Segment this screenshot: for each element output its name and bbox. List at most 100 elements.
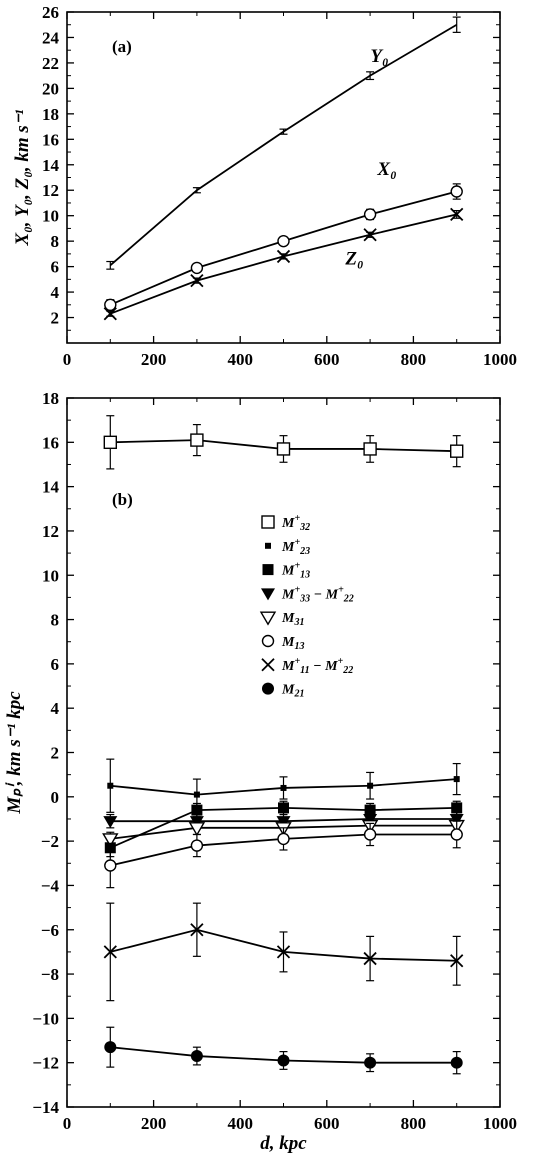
- x-tick-label: 800: [401, 1114, 427, 1133]
- y-tick-label: 8: [51, 232, 60, 251]
- legend-item: M+32: [261, 513, 310, 533]
- y-tick-label: 10: [42, 207, 59, 226]
- series-line: [109, 190, 457, 306]
- legend-item: M21: [262, 682, 304, 700]
- legend-item: M13: [261, 634, 304, 652]
- data-point: [190, 923, 204, 937]
- series-line: [109, 23, 458, 267]
- legend-item: M31: [259, 611, 304, 628]
- error-bar: [106, 260, 115, 270]
- legend-item: M+23: [265, 537, 310, 557]
- series-name-label: Y₀: [370, 46, 388, 67]
- y-tick-label: 22: [42, 54, 59, 73]
- y-tick-label: 12: [42, 181, 59, 200]
- data-point: [363, 828, 377, 841]
- x-tick-label: 200: [141, 350, 167, 369]
- y-tick-label: −4: [41, 876, 60, 895]
- x-tick-label: 400: [227, 350, 253, 369]
- x-tick-label: 600: [314, 350, 340, 369]
- data-point: [102, 833, 119, 848]
- data-point: [276, 945, 291, 959]
- series-name-label: Z₀: [344, 249, 363, 270]
- panel-label: (b): [112, 490, 133, 509]
- data-point: [367, 782, 374, 789]
- x-tick-label: 800: [401, 350, 427, 369]
- data-point: [278, 802, 289, 814]
- y-tick-label: −8: [41, 965, 59, 984]
- series-7: [104, 1026, 463, 1075]
- y-axis-label: Mₚⁱ, km s⁻¹ kpc: [4, 691, 25, 815]
- legend-marker: [261, 658, 275, 672]
- x-tick-label: 200: [141, 1114, 167, 1133]
- panel-b-plot: 0 200 400 600 800 1000 −14 −12 −10 −8 −6 −4 −2 0 2 4 6 8 1…: [4, 389, 517, 1154]
- data-point: [280, 784, 287, 791]
- data-point: [453, 776, 460, 783]
- legend-label: M13: [281, 635, 304, 652]
- legend-label: M+33 − M+22: [281, 584, 354, 604]
- data-point: [364, 804, 376, 816]
- x-axis-label: d, kpc: [260, 1133, 307, 1154]
- series-0: [106, 16, 461, 270]
- legend-marker: [261, 515, 275, 529]
- legend-item: M+33 − M+22: [261, 584, 354, 604]
- data-point: [363, 228, 377, 242]
- data-point: [450, 444, 464, 458]
- series-name-label: X₀: [376, 159, 396, 180]
- series-1: [106, 758, 461, 813]
- y-tick-label: 26: [42, 3, 59, 22]
- data-point: [450, 828, 463, 841]
- x-tick-label: 400: [227, 1114, 253, 1133]
- x-tick-label: 1000: [483, 1114, 517, 1133]
- legend-item: M+11 − M+22: [261, 656, 353, 676]
- y-tick-label: 0: [51, 788, 60, 807]
- x-tick-label: 600: [314, 1114, 340, 1133]
- data-point: [277, 1054, 290, 1067]
- data-point: [450, 207, 464, 222]
- y-tick-label: 6: [51, 655, 60, 674]
- data-point: [277, 234, 290, 248]
- data-point: [190, 839, 204, 852]
- data-point: [191, 804, 203, 816]
- legend-marker: [259, 611, 277, 626]
- x-tick-label: 0: [63, 350, 72, 369]
- y-tick-label: −14: [32, 1098, 59, 1117]
- legend-label: M+32: [281, 513, 310, 533]
- data-point: [188, 822, 206, 837]
- data-point: [190, 433, 204, 447]
- data-point: [276, 249, 291, 264]
- y-tick-label: 4: [51, 699, 60, 718]
- error-bar: [452, 16, 461, 33]
- data-point: [103, 307, 117, 321]
- data-point: [450, 185, 463, 198]
- data-point: [190, 1050, 203, 1063]
- data-point: [276, 442, 291, 456]
- data-point: [190, 261, 204, 275]
- data-point: [104, 298, 117, 312]
- data-point: [363, 208, 377, 221]
- data-point: [103, 435, 118, 450]
- series-1: [104, 183, 463, 312]
- data-point: [277, 832, 290, 846]
- data-point: [193, 791, 200, 798]
- y-tick-label: 16: [42, 433, 59, 452]
- plot-frame: [66, 11, 501, 344]
- y-tick-label: 16: [42, 130, 59, 149]
- data-point: [363, 951, 377, 966]
- legend-marker: [265, 542, 271, 549]
- panel-label: (a): [112, 37, 132, 56]
- data-point: [103, 816, 118, 829]
- data-point: [451, 802, 463, 814]
- data-point: [450, 1056, 463, 1069]
- series-6: [103, 902, 464, 1002]
- y-tick-label: −12: [32, 1054, 59, 1073]
- y-tick-label: 6: [51, 258, 60, 277]
- y-tick-label: 14: [42, 478, 60, 497]
- legend-marker: [262, 564, 274, 576]
- legend-label: M+23: [281, 537, 310, 557]
- y-tick-label: 24: [42, 28, 60, 47]
- legend-marker: [262, 682, 274, 695]
- legend-item: M+13: [262, 561, 310, 581]
- y-tick-label: −6: [41, 921, 59, 940]
- legend-label: M+11 − M+22: [281, 656, 353, 676]
